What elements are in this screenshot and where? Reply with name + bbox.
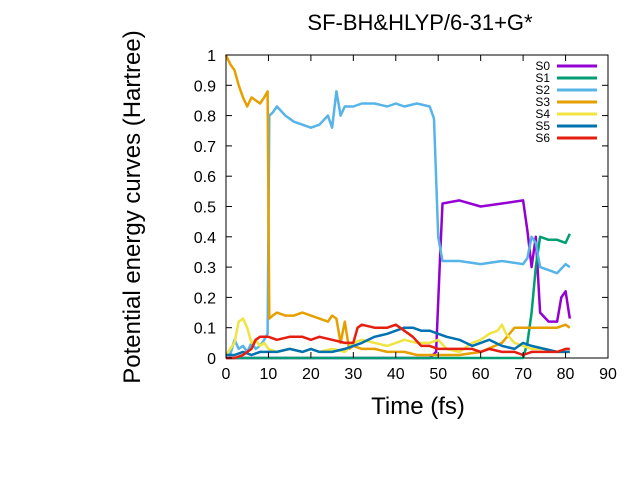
series-line-s4 — [224, 317, 570, 356]
y-tick-label: 1 — [207, 48, 216, 65]
plot-frame — [225, 54, 609, 359]
x-tick-label: 90 — [599, 366, 617, 383]
x-tick-label: 70 — [514, 366, 532, 383]
x-tick-label: 20 — [302, 366, 320, 383]
legend-label-s5: S5 — [535, 119, 550, 133]
y-axis-ticks: 0 0.1 0.2 0.3 0.4 0.5 0.6 0.7 0.8 0.9 1 — [194, 48, 608, 368]
series-line-s0 — [226, 199, 572, 360]
y-tick-label: 0.3 — [194, 260, 216, 277]
legend-label-s6: S6 — [535, 131, 550, 145]
plot-area: 0 10 20 30 40 50 60 70 80 90 00.10.20.30.40.50.60… — [194, 48, 617, 383]
legend-label-s2: S2 — [535, 83, 550, 97]
legend-label-s4: S4 — [535, 107, 550, 121]
y-axis-label: Potential energy curves (Hartree) — [119, 30, 146, 383]
x-tick-label: 60 — [472, 366, 490, 383]
y-tick-label: 0.9 — [194, 78, 216, 95]
x-tick-label: 40 — [387, 366, 405, 383]
series-line-s1 — [226, 233, 571, 360]
series-line-s2 — [225, 90, 571, 357]
y-tick-label: 0.4 — [194, 230, 216, 247]
y-tick-label: 0.2 — [194, 290, 216, 307]
x-axis-label: Time (fs) — [371, 393, 465, 420]
y-tick-label: 0.6 — [194, 169, 216, 186]
x-axis-ticks: 0 10 20 30 40 50 60 70 80 90 — [222, 55, 617, 383]
y-tick-label: 0.5 — [194, 200, 216, 217]
x-tick-label: 50 — [429, 366, 447, 383]
x-tick-label: 30 — [344, 366, 362, 383]
legend-label-s1: S1 — [535, 71, 550, 85]
x-tick-label: 0 — [222, 366, 231, 383]
series-layer — [224, 54, 572, 360]
y-tick-label: 0.7 — [194, 139, 216, 156]
legend-label-s3: S3 — [535, 95, 550, 109]
y-tick-label: 0.8 — [194, 109, 216, 126]
x-tick-label: 80 — [557, 366, 575, 383]
x-tick-label: 10 — [260, 366, 278, 383]
y-tick-label: 0.1 — [194, 321, 216, 338]
series-line-s3 — [224, 54, 571, 357]
y-tick-label: 0 — [207, 351, 216, 368]
chart-title: SF-BH&HLYP/6-31+G* — [307, 10, 533, 35]
series-line-s6 — [226, 323, 570, 360]
legend-label-s0: S0 — [535, 59, 550, 73]
